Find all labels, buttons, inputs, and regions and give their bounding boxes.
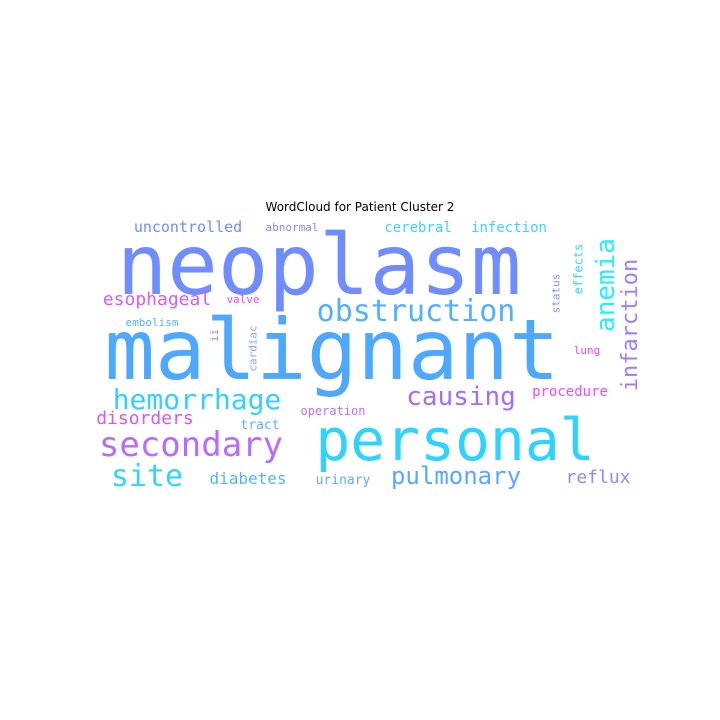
word-malignant: malignant <box>104 301 560 399</box>
word-neoplasm: neoplasm <box>116 217 522 314</box>
chart-title: WordCloud for Patient Cluster 2 <box>265 200 455 214</box>
word-hemorrhage: hemorrhage <box>112 383 282 416</box>
word-anemia: anemia <box>590 238 621 332</box>
word-effects: effects <box>570 243 585 295</box>
word-diabetes: diabetes <box>209 469 287 488</box>
word-procedure: procedure <box>532 384 608 400</box>
word-embolism: embolism <box>125 315 179 329</box>
word-disorders: disorders <box>96 408 194 429</box>
word-cardiac: cardiac <box>246 324 260 372</box>
word-uncontrolled: uncontrolled <box>133 217 243 236</box>
word-operation: operation <box>300 404 366 418</box>
word-site: site <box>110 459 184 492</box>
word-causing: causing <box>406 382 516 412</box>
word-lung: lung <box>573 343 601 357</box>
word-cerebral: cerebral <box>384 220 452 236</box>
word-pulmonary: pulmonary <box>390 462 522 490</box>
word-secondary: secondary <box>98 425 284 465</box>
word-reflux: reflux <box>565 467 631 488</box>
word-abnormal: abnormal <box>265 220 319 234</box>
word-personal: personal <box>315 406 595 474</box>
word-infection: infection <box>471 220 547 236</box>
word-valve: valve <box>226 292 260 306</box>
word-ii: ii <box>208 328 222 342</box>
word-esophageal: esophageal <box>102 289 212 310</box>
word-cloud: neoplasm malignant personal secondary ob… <box>92 217 640 491</box>
word-tract: tract <box>240 417 280 433</box>
word-obstruction: obstruction <box>316 294 516 329</box>
word-urinary: urinary <box>315 472 371 488</box>
word-infarction: infarction <box>617 258 640 392</box>
word-status: status <box>549 273 563 313</box>
